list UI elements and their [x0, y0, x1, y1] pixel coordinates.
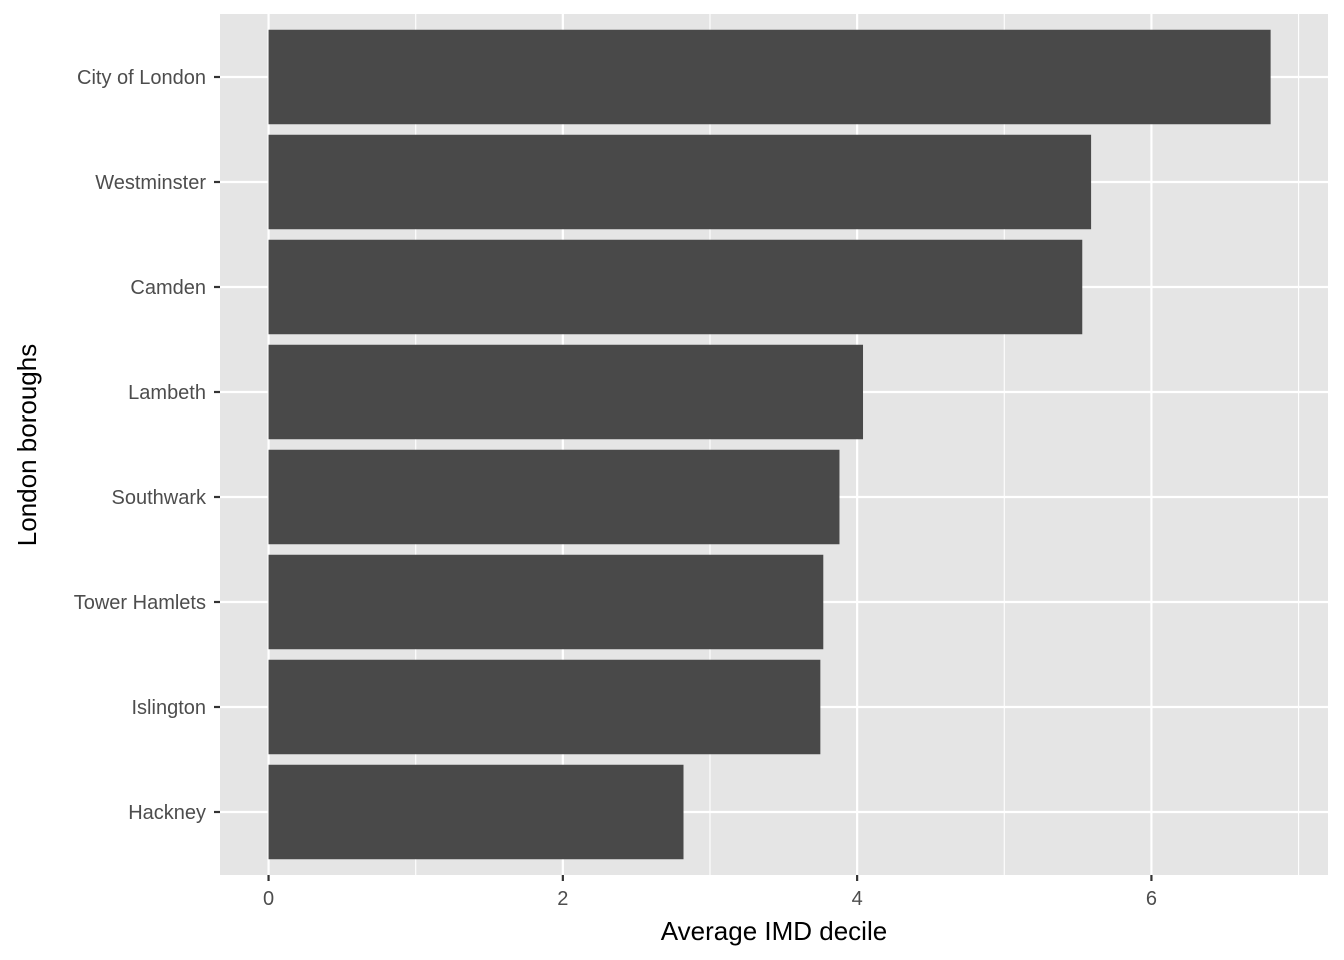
x-tick-label: 4: [852, 888, 863, 910]
bar: [268, 344, 864, 440]
y-tick-label: Tower Hamlets: [74, 592, 206, 614]
y-tick-label: Camden: [130, 277, 206, 299]
y-tick-label: Lambeth: [128, 382, 206, 404]
y-tick-label: Westminster: [95, 172, 206, 194]
y-tick-label: Southwark: [112, 487, 207, 509]
y-axis: City of London Westminster Camden Lambeth So…: [74, 67, 220, 824]
bars: [268, 29, 1271, 860]
bar: [268, 449, 840, 545]
y-tick-label: City of London: [77, 67, 206, 89]
y-axis-title: London boroughs: [12, 344, 42, 546]
x-axis: 0 2 4 6: [263, 875, 1157, 910]
bar: [268, 659, 821, 755]
bar: [268, 29, 1271, 125]
y-tick-label: Islington: [132, 697, 207, 719]
x-tick-label: 2: [557, 888, 568, 910]
bar: [268, 239, 1083, 335]
bar: [268, 134, 1092, 230]
x-axis-title: Average IMD decile: [661, 916, 887, 946]
x-tick-label: 0: [263, 888, 274, 910]
y-tick-label: Hackney: [128, 802, 206, 824]
x-tick-label: 6: [1146, 888, 1157, 910]
bar: [268, 764, 684, 860]
bar: [268, 554, 824, 650]
